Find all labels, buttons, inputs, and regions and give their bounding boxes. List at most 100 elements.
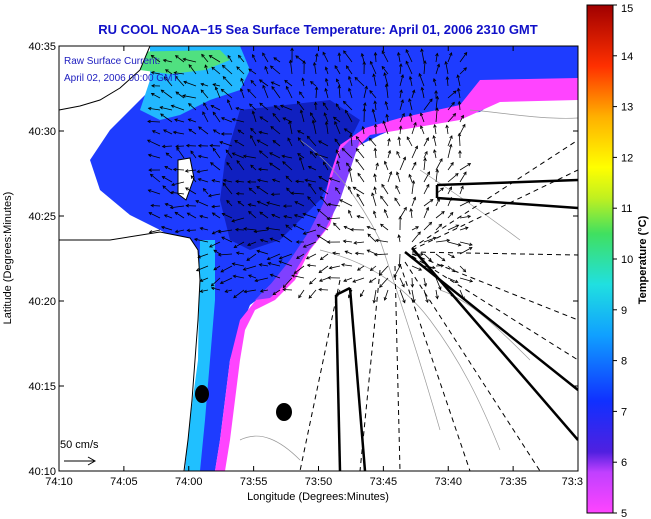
current-vector-head xyxy=(309,80,314,85)
current-vectors xyxy=(146,47,474,304)
current-vector-head xyxy=(293,270,298,274)
current-vector xyxy=(387,150,391,159)
current-vector-head xyxy=(247,203,252,207)
current-vector xyxy=(147,120,161,123)
current-vector xyxy=(381,184,389,195)
current-vector xyxy=(200,227,209,231)
current-vector-head xyxy=(356,193,360,198)
current-vector-head xyxy=(160,89,165,93)
current-vector xyxy=(394,197,401,207)
current-vector-head xyxy=(294,201,299,205)
current-vector xyxy=(149,229,161,233)
current-vector-head xyxy=(449,211,454,216)
current-vector-head xyxy=(460,114,464,119)
current-vector xyxy=(459,115,464,123)
current-vector xyxy=(384,72,389,87)
current-vector-head xyxy=(384,83,389,88)
current-vector xyxy=(190,175,197,183)
current-vector-head xyxy=(254,278,259,283)
current-vector-head xyxy=(197,154,202,159)
current-vector-head xyxy=(328,177,333,181)
current-vector xyxy=(198,178,209,183)
current-vector-head xyxy=(433,124,437,128)
current-vector-head xyxy=(290,47,294,52)
current-vector-head xyxy=(199,278,204,282)
current-vector xyxy=(384,209,389,219)
current-vector xyxy=(173,131,185,135)
current-vector-head xyxy=(355,148,360,152)
current-vector-head xyxy=(162,58,167,63)
current-vector-head xyxy=(210,283,215,287)
current-vector-head xyxy=(207,193,212,198)
current-vector xyxy=(409,113,413,123)
current-vector xyxy=(297,137,305,147)
current-vector-head xyxy=(467,200,472,204)
current-vector-head xyxy=(429,98,433,103)
current-vector xyxy=(355,136,365,147)
current-vector-head xyxy=(186,228,191,233)
current-vector xyxy=(212,212,221,219)
current-vector-head xyxy=(147,189,152,193)
land-north-shore xyxy=(58,45,151,111)
current-vector xyxy=(291,192,305,195)
current-vector xyxy=(234,241,245,248)
current-vector-head xyxy=(460,185,464,190)
current-vector-head xyxy=(350,227,354,232)
current-vector-head xyxy=(197,143,202,148)
current-vector-head xyxy=(457,242,462,247)
current-vector-head xyxy=(435,95,440,100)
current-vector-head xyxy=(222,178,227,183)
current-vector xyxy=(357,215,365,219)
current-vector xyxy=(421,87,425,99)
current-vector-head xyxy=(412,299,416,303)
current-vector-head xyxy=(327,202,331,207)
current-vector-head xyxy=(200,89,205,94)
current-vector xyxy=(225,289,233,293)
current-vector xyxy=(447,265,455,272)
current-vector-head xyxy=(348,209,352,214)
current-vector-head xyxy=(302,244,307,248)
current-vector xyxy=(423,184,430,195)
current-vector-head xyxy=(332,116,337,121)
current-vector xyxy=(353,186,365,195)
current-vector xyxy=(423,277,427,287)
current-vector-head xyxy=(212,147,217,152)
current-vector xyxy=(433,78,437,87)
current-vector xyxy=(164,76,173,87)
current-vector-head xyxy=(362,107,367,112)
current-vector-head xyxy=(423,60,427,64)
current-vector-head xyxy=(280,233,285,238)
colorbar-tick-label: 13 xyxy=(621,102,633,114)
current-vector xyxy=(150,174,161,183)
current-vector-head xyxy=(444,60,448,65)
current-vector xyxy=(375,163,379,171)
current-vector-head xyxy=(295,179,299,184)
current-vector-head xyxy=(383,208,388,213)
current-vector xyxy=(423,289,429,303)
current-vector xyxy=(336,78,341,87)
current-vector-head xyxy=(251,53,256,58)
current-vector-head xyxy=(435,168,439,173)
current-vector-head xyxy=(452,90,457,95)
y-tick-label: 40:35 xyxy=(28,41,56,53)
current-vector-head xyxy=(366,249,371,253)
current-vector-head xyxy=(282,161,286,165)
current-vector xyxy=(307,135,317,147)
current-vector-head xyxy=(174,55,179,59)
current-vector xyxy=(151,71,161,75)
current-vector-head xyxy=(469,279,474,283)
current-vector xyxy=(310,81,317,87)
current-vector xyxy=(435,198,440,207)
colorbar-tick-label: 15 xyxy=(621,3,633,15)
current-vector-head xyxy=(318,278,323,282)
current-vector-head xyxy=(317,208,321,213)
current-vector xyxy=(234,140,245,147)
current-vector xyxy=(323,161,329,171)
current-vector xyxy=(300,110,305,123)
current-vector xyxy=(297,101,305,111)
current-vector-head xyxy=(250,127,254,132)
current-vector-head xyxy=(341,263,345,267)
current-vector xyxy=(165,203,173,207)
current-vector-head xyxy=(403,206,407,211)
current-vector xyxy=(373,289,377,303)
